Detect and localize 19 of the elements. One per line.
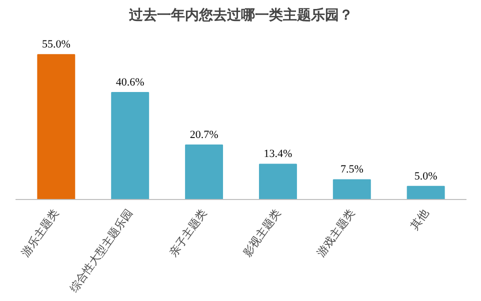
data-label: 7.5% xyxy=(340,164,364,176)
data-label: 20.7% xyxy=(190,128,218,141)
chart-title: 过去一年内您去过哪一类主题乐园？ xyxy=(128,6,353,24)
x-tick-label: 亲子主题类 xyxy=(166,206,210,260)
bar xyxy=(111,92,150,200)
x-tick-label: 游戏主题类 xyxy=(314,206,358,260)
x-tick-label: 综合性大型主题乐园 xyxy=(67,206,136,295)
x-tick-label: 其他 xyxy=(408,206,432,232)
x-tick-label: 游乐主题类 xyxy=(18,206,62,260)
bar xyxy=(185,144,224,200)
data-label: 55.0% xyxy=(42,38,70,51)
bar xyxy=(37,54,76,200)
x-tick-label: 影视主题类 xyxy=(240,206,284,260)
data-label: 40.6% xyxy=(116,76,144,89)
data-label: 5.0% xyxy=(414,170,438,182)
bar xyxy=(406,186,445,200)
bar xyxy=(332,179,371,200)
data-label: 13.4% xyxy=(264,148,292,160)
bar xyxy=(258,164,297,200)
